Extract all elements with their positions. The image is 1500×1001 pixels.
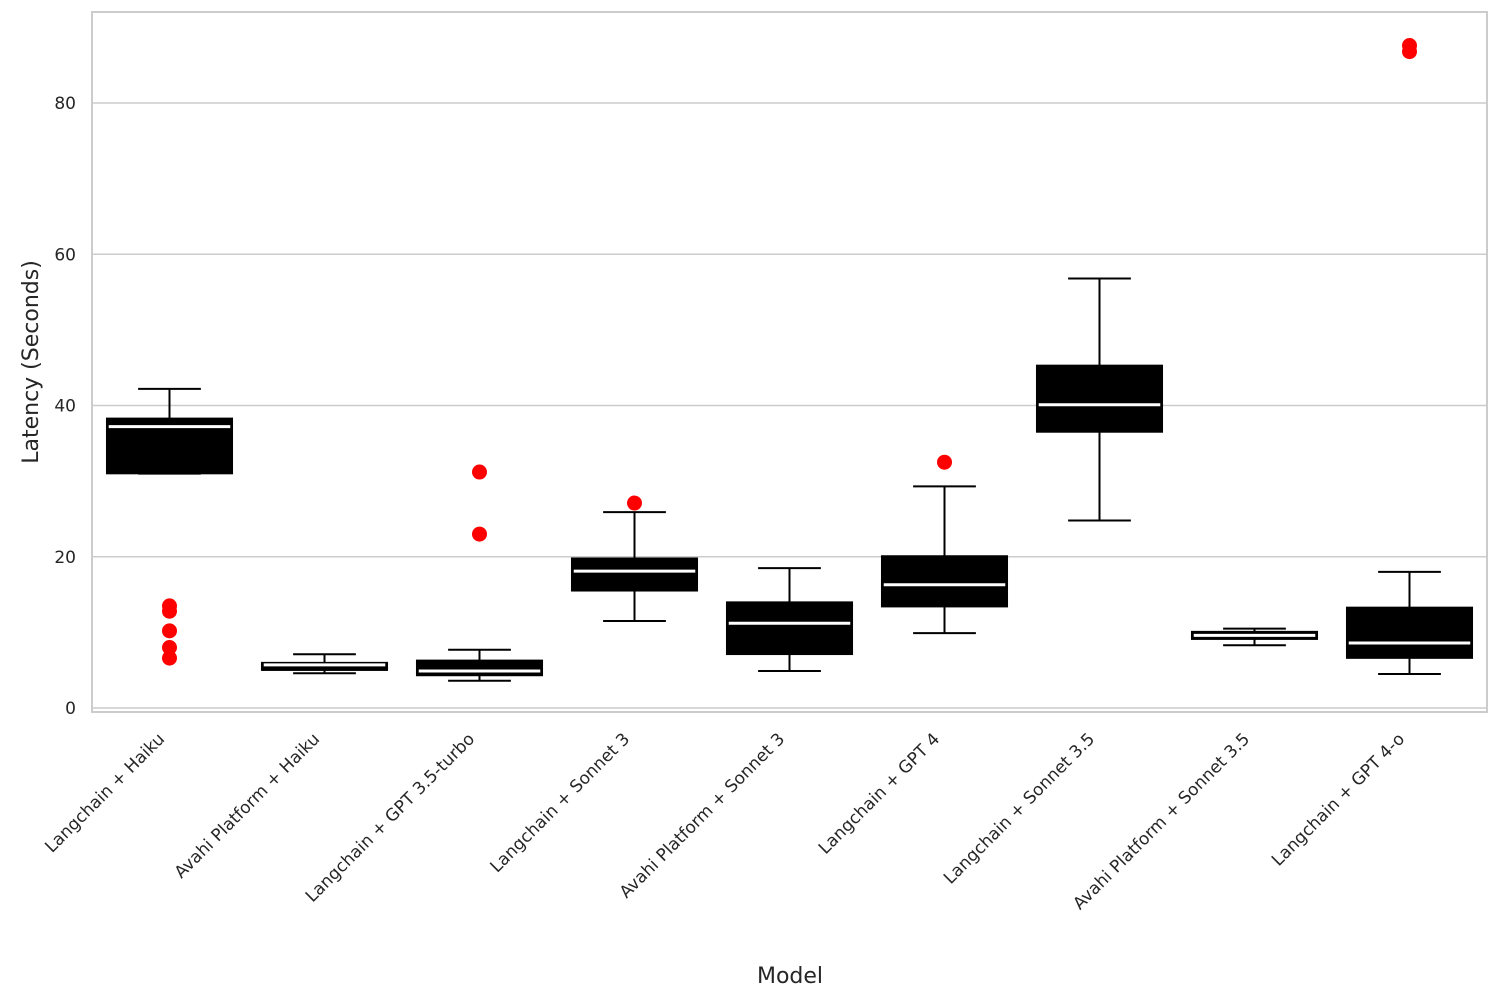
box-iqr (260, 661, 389, 671)
x-tick-label-5: Avahi Platform + Sonnet 3 (616, 729, 789, 902)
box-group-9 (1345, 38, 1474, 675)
box-group-7 (1035, 277, 1164, 522)
box-group-3 (415, 464, 544, 682)
y-tick-label-20: 20 (54, 548, 76, 568)
y-axis-ticks: 0 20 40 60 80 (54, 94, 76, 719)
box-iqr (415, 659, 544, 677)
outlier-point (472, 464, 487, 480)
y-tick-label-80: 80 (54, 94, 76, 114)
outlier-point (162, 640, 177, 655)
outlier-point (162, 650, 177, 666)
y-tick-label-40: 40 (54, 397, 76, 417)
x-axis-ticks: Langchain + Haiku Avahi Platform + HaikuL… (41, 729, 1409, 914)
box-iqr (880, 555, 1009, 608)
x-tick-label-6: Langchain + GPT 4 (815, 729, 944, 858)
outlier-point (162, 603, 177, 619)
x-tick-label-9: Langchain + GPT 4-o (1268, 729, 1409, 870)
y-axis-label: Latency (Seconds) (19, 260, 44, 464)
outlier-point (937, 454, 952, 470)
box-iqr (1035, 364, 1164, 433)
y-tick-label-0: 0 (65, 699, 76, 719)
box-group-4 (570, 495, 699, 623)
x-tick-label-8: Avahi Platform + Sonnet 3.5 (1069, 729, 1254, 914)
box-group-1 (105, 387, 234, 666)
x-tick-label-2: Avahi Platform + Haiku (171, 729, 324, 882)
plot-frame (91, 11, 1488, 713)
boxes (105, 38, 1474, 682)
y-tick-label-60: 60 (54, 245, 76, 265)
outlier-point (1402, 44, 1417, 60)
box-iqr (725, 601, 854, 656)
x-axis-label: Model (757, 964, 823, 989)
x-tick-label-3: Langchain + GPT 3.5-turbo (302, 729, 479, 906)
box-iqr (1345, 606, 1474, 659)
gridlines (92, 102, 1487, 709)
box-group-6 (880, 454, 1009, 635)
box-group-2 (260, 653, 389, 675)
outlier-point (627, 495, 642, 511)
x-tick-label-1: Langchain + Haiku (41, 729, 169, 857)
outlier-point (472, 526, 487, 542)
box-iqr (570, 557, 699, 592)
outlier-point (162, 623, 177, 639)
x-tick-label-4: Langchain + Sonnet 3 (487, 729, 635, 877)
box-group-5 (725, 567, 854, 672)
box-group-8 (1190, 627, 1319, 647)
x-tick-label-7: Langchain + Sonnet 3.5 (940, 729, 1099, 888)
